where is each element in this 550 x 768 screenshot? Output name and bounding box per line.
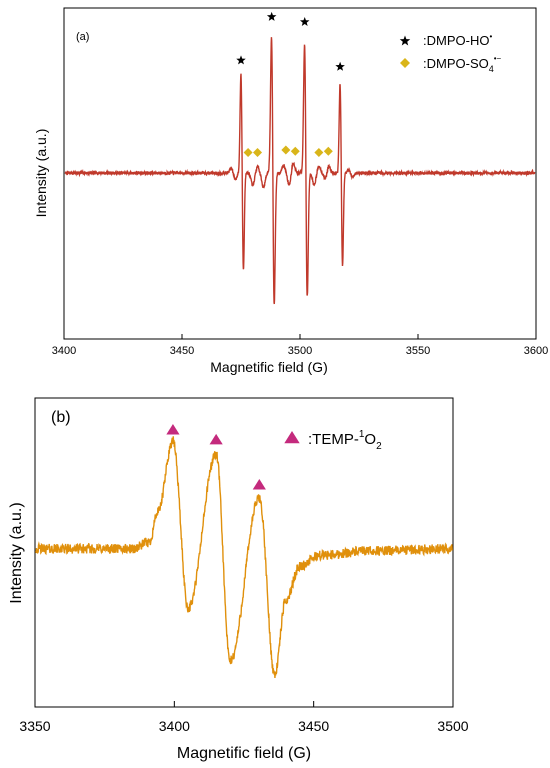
- triangle-marker: [209, 433, 223, 445]
- panel-a: (a) 3400 3450 3500 3550 3600 :DMPO-HO• :DMPO…: [33, 7, 548, 375]
- panel-a-legend: :DMPO-HO• :DMPO-SO4•−: [399, 32, 502, 74]
- x-tick-label: 3500: [437, 718, 468, 734]
- panel-b-markers: [166, 424, 266, 490]
- x-tick-label: 3500: [288, 345, 312, 357]
- diamond-marker: [314, 148, 324, 158]
- x-tick-label: 3600: [524, 345, 548, 357]
- diamond-marker: [281, 145, 291, 155]
- diamond-marker: [253, 148, 263, 158]
- panel-a-x-ticks: 3400 3450 3500 3550 3600: [52, 334, 548, 357]
- legend-triangle-icon: [284, 431, 300, 444]
- panel-a-label: (a): [76, 31, 89, 43]
- triangle-marker: [252, 479, 266, 490]
- panel-b-x-ticks: 3350 3400 3450 3500: [19, 701, 469, 734]
- legend-dmpo-so4: :DMPO-SO4•−: [423, 54, 502, 74]
- panel-b-label: (b): [51, 409, 71, 426]
- star-marker: [266, 11, 277, 21]
- panel-a-y-axis-label: Intensity (a.u.): [33, 129, 49, 218]
- legend-diamond-icon: [400, 58, 410, 68]
- diamond-marker: [243, 148, 253, 158]
- panel-b-x-axis-label: Magnetific field (G): [177, 745, 311, 762]
- legend-dmpo-ho: :DMPO-HO•: [423, 32, 492, 48]
- star-marker: [335, 61, 345, 71]
- star-marker: [299, 16, 310, 27]
- x-tick-label: 3400: [52, 345, 76, 357]
- x-tick-label: 3450: [170, 345, 194, 357]
- panel-b-y-axis-label: Intensity (a.u.): [8, 502, 25, 603]
- x-tick-label: 3450: [298, 718, 329, 734]
- x-tick-label: 3400: [159, 718, 190, 734]
- diamond-marker: [323, 146, 333, 156]
- triangle-marker: [166, 424, 180, 435]
- panel-b-frame: [34, 397, 454, 708]
- panel-b: (b) 3350 3400 3450 3500 :TEMP-1O2 Magnetifi…: [8, 397, 469, 762]
- legend-temp-1o2: :TEMP-1O2: [308, 429, 382, 452]
- panel-b-legend: :TEMP-1O2: [284, 429, 382, 452]
- x-tick-label: 3350: [19, 718, 50, 734]
- panel-b-spectrum-line: [35, 436, 453, 679]
- panel-a-x-axis-label: Magnetific field (G): [210, 359, 327, 375]
- panel-a-markers: [236, 11, 345, 158]
- x-tick-label: 3550: [406, 345, 430, 357]
- star-marker: [236, 55, 246, 65]
- diamond-marker: [290, 146, 300, 156]
- panel-a-spectrum-line: [64, 37, 536, 305]
- legend-star-icon: [399, 35, 411, 46]
